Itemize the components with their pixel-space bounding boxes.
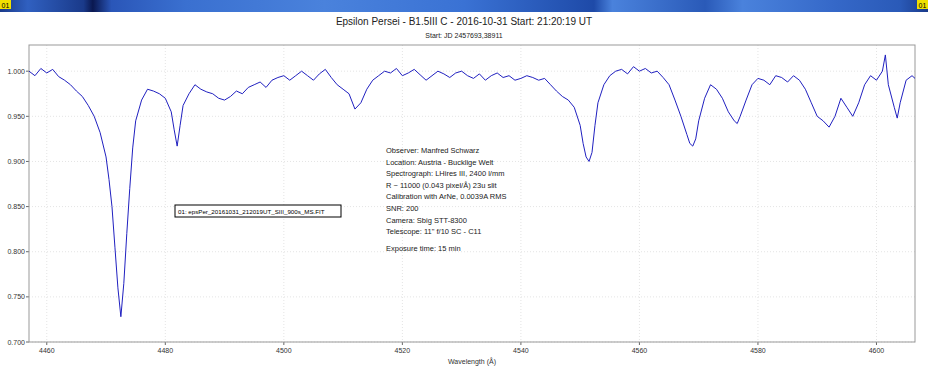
strip-label: 01 xyxy=(919,2,927,9)
x-tick-label: 4480 xyxy=(158,347,174,354)
grid-line xyxy=(29,206,915,207)
x-tick-label: 4460 xyxy=(39,347,55,354)
grid-line xyxy=(283,45,284,342)
y-tick-label: 0.800 xyxy=(7,248,25,255)
grid-line xyxy=(29,71,915,72)
y-tick-label: 0.700 xyxy=(7,339,25,346)
spectrum-strip xyxy=(0,0,928,12)
title: Epsilon Persei - B1.5III C - 2016-10-31 … xyxy=(336,16,592,27)
info-line: Spectrograph: LHires III, 2400 l/mm xyxy=(386,169,504,178)
grid-line xyxy=(165,45,166,342)
y-tick-label: 0.750 xyxy=(7,293,25,300)
chart: 01 01 Epsilon Persei - B1.5III C - 2016-10… xyxy=(0,0,928,370)
grid-line xyxy=(29,116,915,117)
info-line: R ~ 11000 (0.043 pixel/Å) 23u slit xyxy=(386,181,497,190)
y-tick-label: 0.950 xyxy=(7,113,25,120)
x-tick-label: 4520 xyxy=(395,347,411,354)
grid-line xyxy=(520,45,521,342)
plot-frame xyxy=(29,45,915,342)
strip-label-bg xyxy=(0,0,11,9)
x-tick-label: 4500 xyxy=(276,347,292,354)
grid-line xyxy=(639,45,640,342)
series-group xyxy=(29,55,915,317)
info-line: Camera: Sbig STT-8300 xyxy=(386,216,467,225)
grid-line xyxy=(29,296,915,297)
grid-line xyxy=(876,45,877,342)
file-label: 01: epsPer_20161031_212019UT_SIII_900s_M… xyxy=(178,208,325,215)
spectrum-line xyxy=(29,55,915,317)
grid-line xyxy=(29,251,915,252)
grid-line xyxy=(757,45,758,342)
grid-line xyxy=(46,45,47,342)
strip-label: 01 xyxy=(2,2,10,9)
info-line: SNR: 200 xyxy=(386,204,419,213)
strip-label-bg xyxy=(917,0,928,9)
file-label-box xyxy=(175,205,341,217)
info-line: Location: Austria - Bucklige Welt xyxy=(386,158,494,167)
subtitle: Start: JD 2457693,38911 xyxy=(425,32,502,39)
grid xyxy=(29,45,915,342)
y-tick-label: 1.000 xyxy=(7,68,25,75)
y-tick-label: 0.850 xyxy=(7,203,25,210)
x-tick-label: 4560 xyxy=(632,347,648,354)
info-line: Observer: Manfred Schwarz xyxy=(386,146,480,155)
x-axis-label: Wavelength (Å) xyxy=(448,357,496,366)
x-tick-label: 4600 xyxy=(869,347,885,354)
info-line: Exposure time: 15 min xyxy=(386,244,461,253)
y-tick-label: 0.900 xyxy=(7,158,25,165)
info-line: Calibration with ArNe, 0.0039A RMS xyxy=(386,192,506,201)
x-tick-label: 4580 xyxy=(750,347,766,354)
info-line: Telescope: 11" f/10 SC - C11 xyxy=(386,227,481,236)
x-tick-label: 4540 xyxy=(513,347,529,354)
